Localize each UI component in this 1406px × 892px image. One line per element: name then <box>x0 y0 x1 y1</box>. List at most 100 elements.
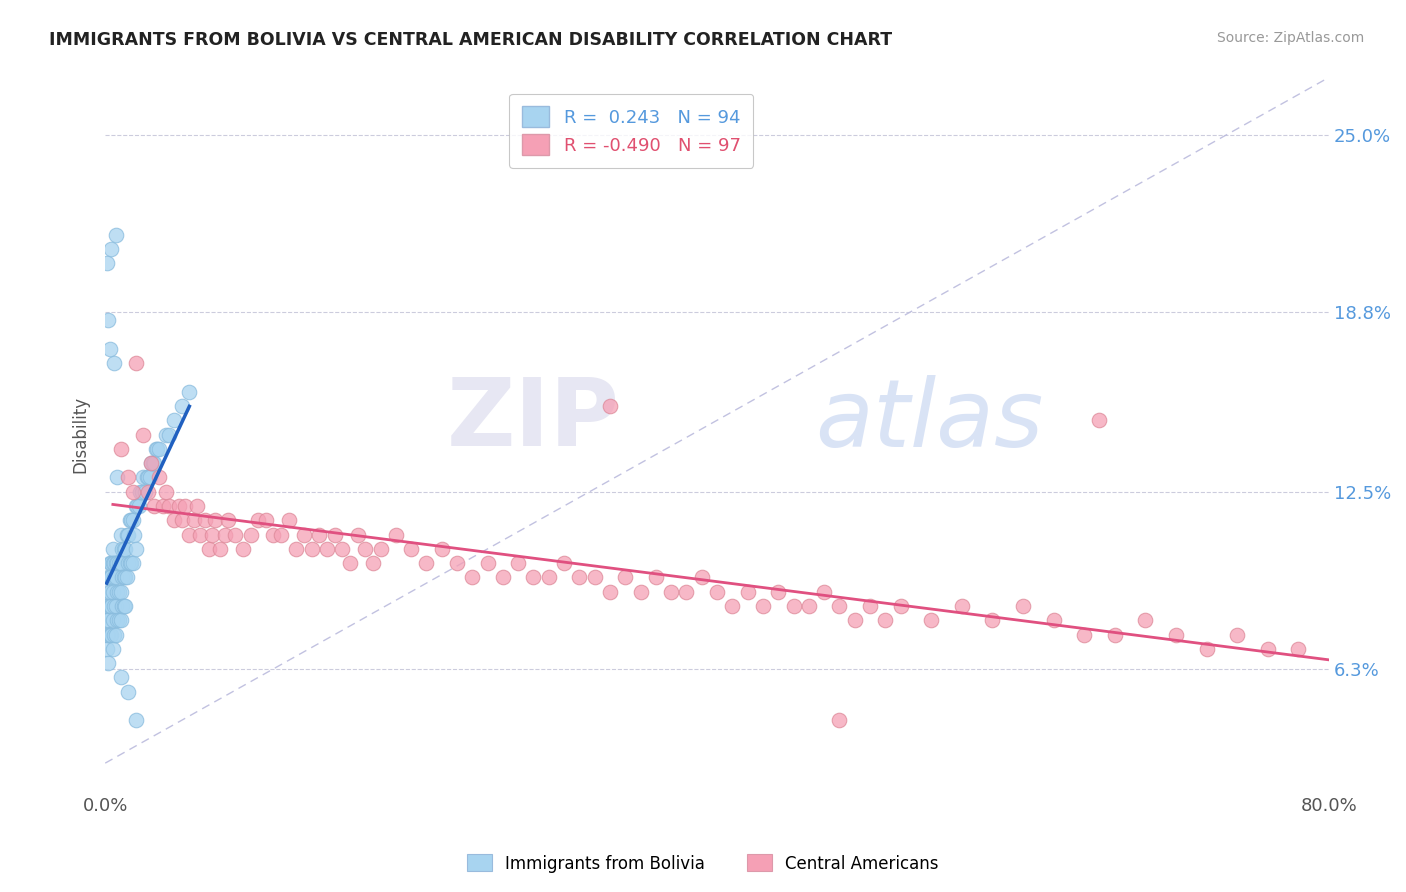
Point <box>492 570 515 584</box>
Point <box>768 584 790 599</box>
Point <box>108 613 131 627</box>
Point <box>129 484 152 499</box>
Point <box>115 527 138 541</box>
Point <box>1135 613 1157 627</box>
Point <box>217 513 239 527</box>
Point <box>107 584 129 599</box>
Point <box>97 570 120 584</box>
Point <box>103 356 125 370</box>
Point <box>125 541 148 556</box>
Point <box>112 541 135 556</box>
Point <box>537 570 560 584</box>
Point <box>568 570 591 584</box>
Point <box>97 613 120 627</box>
Point <box>844 613 866 627</box>
Point <box>752 599 775 613</box>
Text: ZIP: ZIP <box>446 375 619 467</box>
Point <box>920 613 942 627</box>
Point <box>121 484 143 499</box>
Point <box>522 570 544 584</box>
Point <box>204 513 226 527</box>
Point <box>148 470 170 484</box>
Point <box>125 713 148 727</box>
Point <box>120 556 142 570</box>
Point <box>614 570 637 584</box>
Point <box>110 584 132 599</box>
Point <box>583 570 606 584</box>
Point <box>630 584 652 599</box>
Point <box>98 584 121 599</box>
Point <box>263 527 285 541</box>
Point <box>114 570 136 584</box>
Point <box>155 484 177 499</box>
Point <box>110 527 132 541</box>
Point <box>1164 627 1187 641</box>
Point <box>186 499 208 513</box>
Point <box>101 556 124 570</box>
Point <box>950 599 973 613</box>
Text: atlas: atlas <box>815 375 1043 466</box>
Point <box>308 527 330 541</box>
Point <box>125 356 148 370</box>
Point <box>118 513 141 527</box>
Point <box>96 256 118 270</box>
Point <box>1104 627 1126 641</box>
Point <box>104 556 127 570</box>
Point <box>385 527 408 541</box>
Point <box>1088 413 1111 427</box>
Point <box>117 527 139 541</box>
Point <box>114 541 136 556</box>
Point <box>103 627 125 641</box>
Point <box>135 470 157 484</box>
Point <box>330 541 353 556</box>
Point <box>112 570 135 584</box>
Point <box>155 427 177 442</box>
Point <box>142 456 165 470</box>
Point <box>277 513 299 527</box>
Point <box>98 570 121 584</box>
Point <box>859 599 882 613</box>
Point <box>97 584 120 599</box>
Point <box>97 313 120 327</box>
Point <box>1012 599 1035 613</box>
Point <box>1257 641 1279 656</box>
Point <box>173 499 195 513</box>
Point <box>415 556 437 570</box>
Point <box>813 584 835 599</box>
Point <box>101 613 124 627</box>
Point <box>599 584 621 599</box>
Point <box>179 384 201 399</box>
Point <box>107 613 129 627</box>
Point <box>110 556 132 570</box>
Point <box>659 584 682 599</box>
Point <box>721 599 744 613</box>
Point <box>553 556 575 570</box>
Point <box>270 527 292 541</box>
Point <box>101 641 124 656</box>
Point <box>120 513 142 527</box>
Point <box>100 556 122 570</box>
Point <box>132 470 155 484</box>
Point <box>97 656 120 670</box>
Point <box>675 584 697 599</box>
Point <box>131 484 153 499</box>
Point <box>170 399 193 413</box>
Point <box>98 556 121 570</box>
Point <box>117 556 139 570</box>
Point <box>118 556 141 570</box>
Point <box>301 541 323 556</box>
Point <box>98 342 121 356</box>
Point <box>254 513 277 527</box>
Point <box>96 627 118 641</box>
Point <box>224 527 246 541</box>
Point <box>98 627 121 641</box>
Point <box>96 599 118 613</box>
Point <box>599 399 621 413</box>
Point <box>145 442 167 456</box>
Point <box>890 599 912 613</box>
Point <box>103 570 125 584</box>
Point <box>875 613 897 627</box>
Point <box>399 541 422 556</box>
Point <box>110 442 132 456</box>
Point <box>163 513 186 527</box>
